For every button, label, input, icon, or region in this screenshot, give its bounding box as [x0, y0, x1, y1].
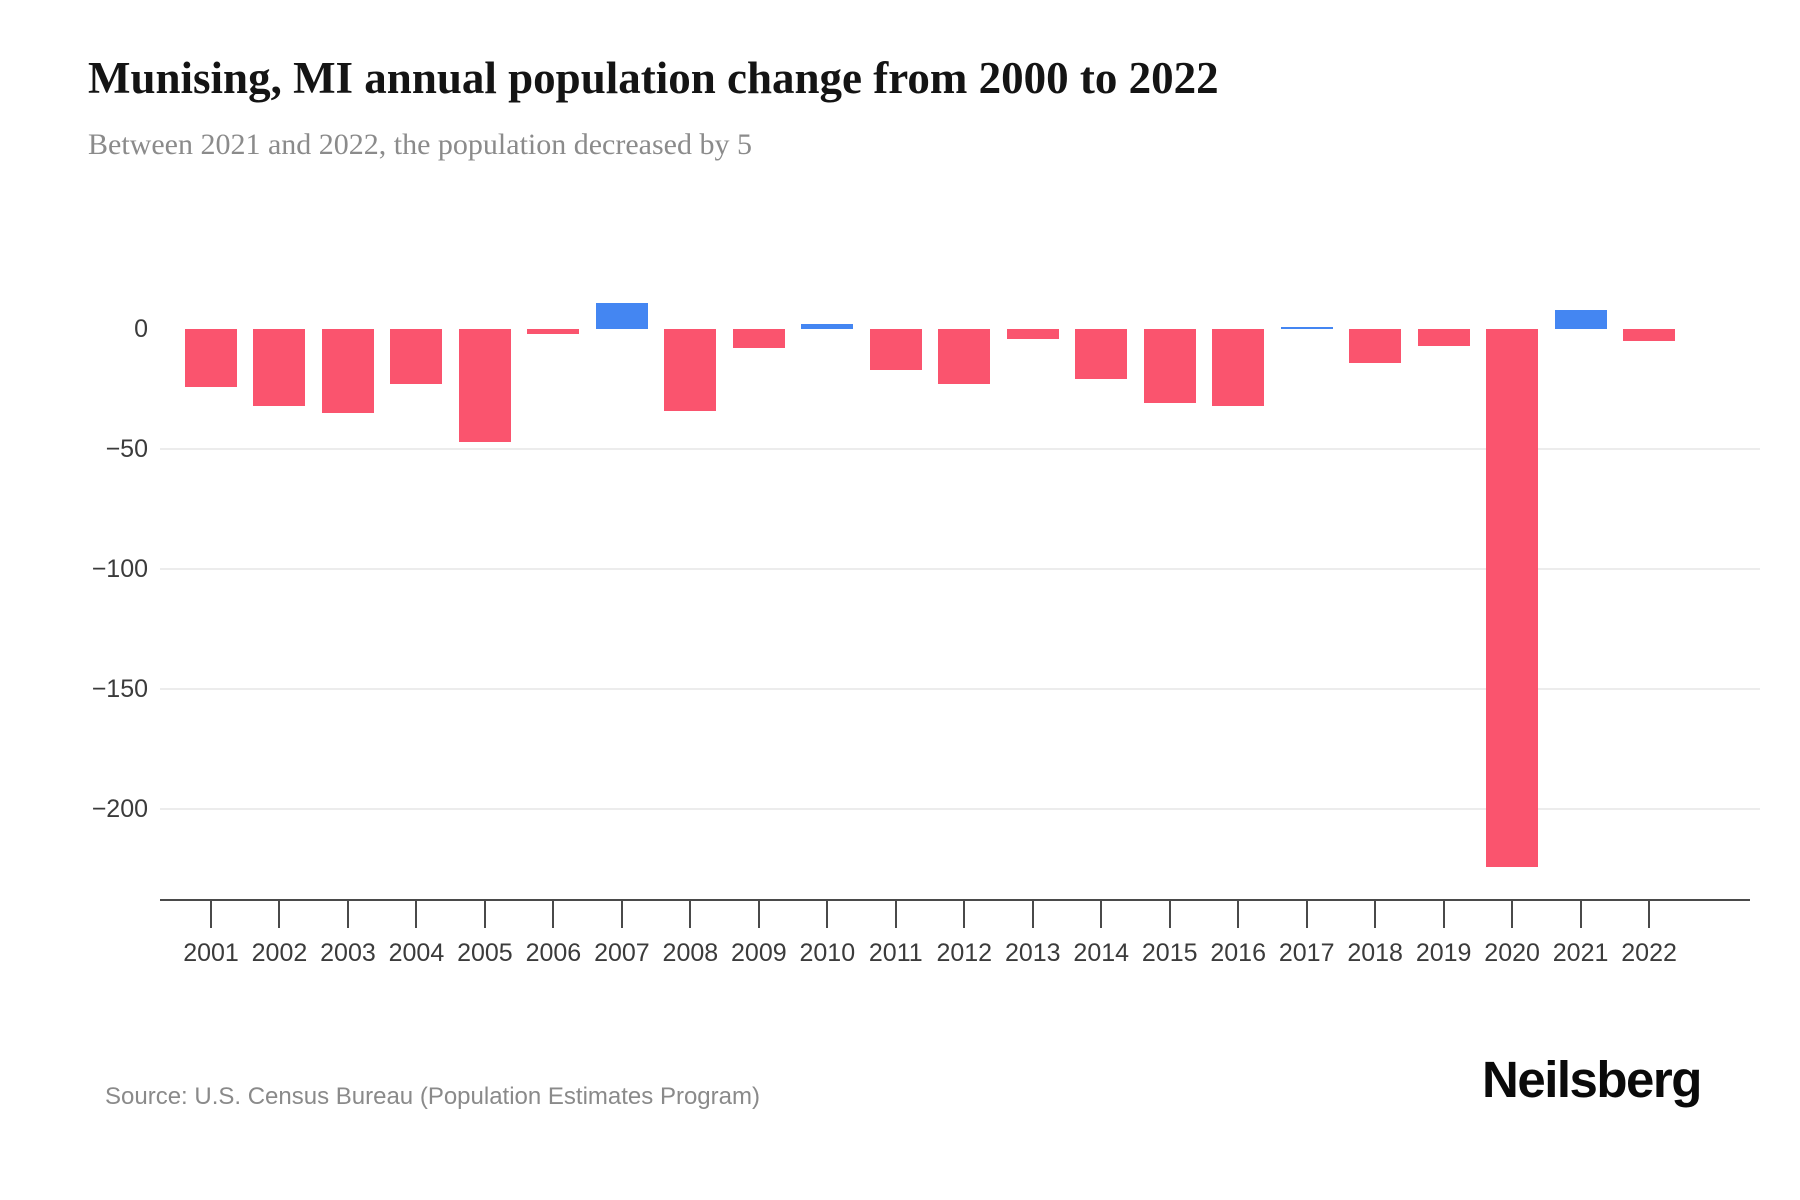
x-axis-label-2007: 2007: [594, 939, 650, 967]
x-axis-tick: [620, 901, 623, 928]
x-axis-tick: [1168, 901, 1171, 928]
bar-2012[interactable]: [938, 329, 991, 385]
x-axis-tick: [552, 901, 555, 928]
x-axis-tick: [689, 901, 692, 928]
x-axis-tick: [1579, 901, 1582, 928]
x-axis-tick: [346, 901, 349, 928]
x-axis-label-2009: 2009: [731, 939, 787, 967]
x-axis-label-2002: 2002: [251, 939, 308, 967]
brand-logo[interactable]: Neilsberg: [1482, 1051, 1702, 1108]
bar-2009[interactable]: [732, 329, 785, 349]
x-axis-label-2006: 2006: [525, 939, 582, 967]
x-axis-label-2019: 2019: [1415, 939, 1472, 967]
page-subtitle: Between 2021 and 2022, the population de…: [88, 128, 752, 161]
bar-2008[interactable]: [664, 329, 717, 411]
bar-2004[interactable]: [390, 329, 443, 385]
bar-2003[interactable]: [321, 329, 374, 413]
bar-2017[interactable]: [1280, 326, 1333, 329]
bar-2005[interactable]: [458, 329, 511, 442]
x-axis-tick: [894, 901, 897, 928]
gridline: [160, 448, 1760, 450]
bar-2010[interactable]: [801, 324, 854, 329]
x-axis-label-2013: 2013: [1004, 939, 1061, 967]
x-axis-tick: [1511, 901, 1514, 928]
x-axis-tick: [278, 901, 281, 928]
bar-2007[interactable]: [595, 302, 648, 329]
x-axis-tick: [963, 901, 966, 928]
bar-2020[interactable]: [1486, 329, 1539, 867]
x-axis-tick: [826, 901, 829, 928]
bar-2011[interactable]: [869, 329, 922, 370]
x-axis-label-2011: 2011: [868, 939, 923, 967]
x-axis-label-2018: 2018: [1347, 939, 1403, 967]
x-axis-tick: [1648, 901, 1651, 928]
y-axis-tick-label: −200: [91, 795, 148, 823]
bar-2021[interactable]: [1554, 309, 1607, 329]
x-axis-label-2001: 2001: [183, 939, 239, 967]
bar-2006[interactable]: [527, 329, 580, 334]
x-axis-label-2015: 2015: [1141, 939, 1198, 967]
y-axis-tick-label: −50: [105, 435, 148, 463]
bar-2013[interactable]: [1006, 329, 1059, 339]
bar-2001[interactable]: [185, 329, 237, 387]
x-axis-label-2010: 2010: [799, 939, 856, 967]
x-axis-tick: [1305, 901, 1308, 928]
page-title: Munising, MI annual population change fr…: [88, 53, 1219, 103]
x-axis-tick: [483, 901, 486, 928]
x-axis-label-2012: 2012: [936, 939, 993, 967]
x-axis-tick: [757, 901, 760, 928]
gridline: [160, 808, 1760, 810]
x-axis-tick: [1031, 901, 1034, 928]
bar-2022[interactable]: [1623, 329, 1676, 341]
gridline: [160, 688, 1760, 690]
x-axis-label-2008: 2008: [662, 939, 719, 967]
bar-2015[interactable]: [1143, 329, 1196, 404]
x-axis-tick: [1374, 901, 1377, 928]
bar-2016[interactable]: [1212, 329, 1265, 406]
x-axis-tick: [1237, 901, 1240, 928]
source-text: Source: U.S. Census Bureau (Population E…: [105, 1083, 760, 1110]
y-axis-tick-label: −150: [91, 675, 148, 703]
x-axis-label-2022: 2022: [1621, 939, 1677, 967]
x-axis-line: [160, 899, 1750, 901]
x-axis-tick: [415, 901, 418, 928]
bar-2019[interactable]: [1417, 329, 1470, 346]
y-axis-tick-label: 0: [134, 315, 148, 343]
x-axis-label-2017: 2017: [1278, 939, 1335, 967]
x-axis-label-2020: 2020: [1484, 939, 1540, 967]
bar-2014[interactable]: [1075, 329, 1128, 380]
x-axis-label-2016: 2016: [1210, 939, 1266, 967]
x-axis-tick: [1442, 901, 1445, 928]
x-axis-label-2005: 2005: [457, 939, 513, 967]
x-axis-label-2014: 2014: [1073, 939, 1130, 967]
bar-2018[interactable]: [1349, 329, 1402, 363]
gridline: [160, 568, 1760, 570]
y-axis-tick-label: −100: [91, 555, 148, 583]
x-axis-label-2004: 2004: [388, 939, 445, 967]
x-axis-label-2021: 2021: [1552, 939, 1609, 967]
x-axis-tick: [1100, 901, 1103, 928]
x-axis-label-2003: 2003: [320, 939, 376, 967]
bar-2002[interactable]: [253, 329, 306, 406]
x-axis-tick: [210, 901, 212, 928]
